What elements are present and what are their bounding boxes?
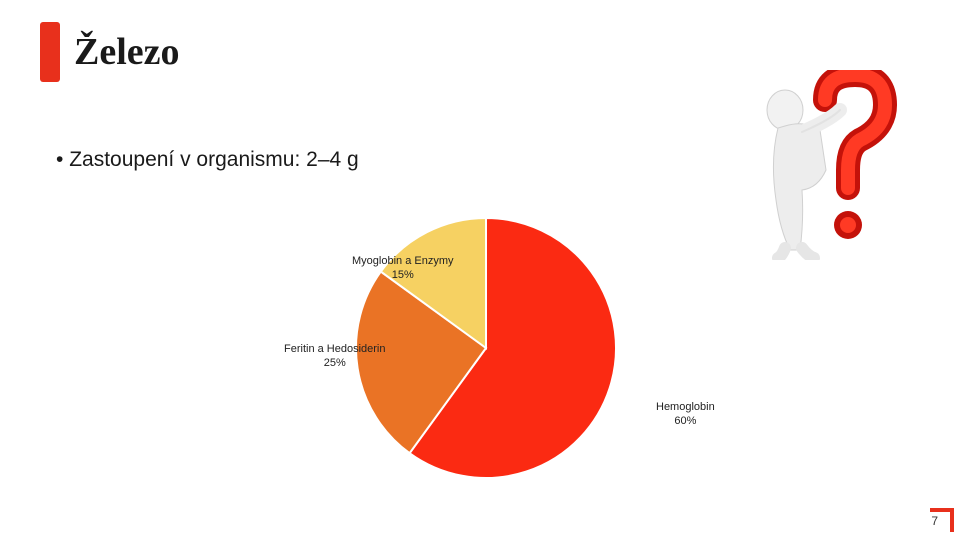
slide-title: Železo	[74, 30, 180, 74]
decorative-figure	[730, 70, 900, 260]
title-accent-bar	[40, 22, 60, 82]
pie-slice-label-name: Hemoglobin	[656, 400, 715, 414]
pie-slice-label-name: Myoglobin a Enzymy	[352, 254, 454, 268]
question-figure-icon	[730, 70, 900, 260]
pie-slice-label-value: 60%	[656, 414, 715, 428]
pie-slice-label: Feritin a Hedosiderin25%	[284, 342, 386, 371]
bullet-text: Zastoupení v organismu: 2–4 g	[69, 148, 359, 171]
pie-slice-label: Hemoglobin60%	[656, 400, 715, 429]
pie-slice-label-value: 15%	[352, 268, 454, 282]
page-number: 7	[931, 514, 938, 528]
pie-slice-label-name: Feritin a Hedosiderin	[284, 342, 386, 356]
pie-slice-label-value: 25%	[284, 356, 386, 370]
pie-chart: Hemoglobin60%Feritin a Hedosiderin25%Myo…	[356, 218, 616, 478]
pie-slice-label: Myoglobin a Enzymy15%	[352, 254, 454, 283]
slide-title-block: Železo	[40, 22, 180, 82]
bullet-item: • Zastoupení v organismu: 2–4 g	[56, 148, 359, 172]
